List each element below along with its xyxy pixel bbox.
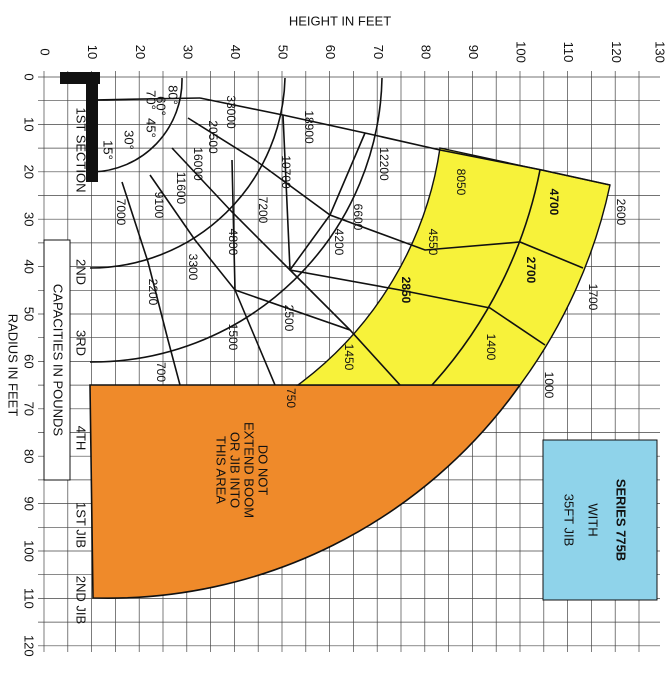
radius-tick-label: 80	[22, 449, 37, 463]
height-tick-label: 90	[466, 45, 481, 59]
curves	[89, 77, 611, 386]
capacity-label: 6600	[351, 204, 365, 231]
height-tick-label: 110	[561, 42, 576, 63]
section-label: 3RD	[74, 330, 89, 356]
height-tick-label: 10	[85, 45, 100, 59]
series-box	[542, 439, 658, 601]
radius-title: RADIUS IN FEET	[6, 314, 21, 417]
warning: THIS AREA	[214, 436, 229, 504]
capacity-label: 16000	[191, 147, 205, 181]
height-tick-label: 120	[609, 41, 624, 63]
height-tick-label: 100	[514, 41, 529, 63]
labels: 0 10 20 30 40 50 60 70 80 90 100 110 120 130 0 10 20 30 40…	[22, 41, 667, 657]
no-extend-area	[89, 384, 522, 600]
capacity-label: 18900	[302, 110, 316, 144]
capacity-label: 7000	[114, 199, 128, 226]
radius-tick-label: 20	[22, 165, 37, 179]
capacity-label: 2600	[614, 199, 628, 226]
capacity-label: 2700	[524, 257, 538, 284]
series-line: WITH	[586, 503, 601, 536]
section-label: 4TH	[74, 426, 89, 451]
capacity-label: 1000	[542, 372, 556, 399]
radius-tick-label: 60	[22, 354, 37, 368]
section-label: 2ND	[74, 259, 89, 285]
angle-label: 80°	[166, 85, 181, 105]
jib-area	[295, 147, 611, 386]
radius-tick-label: 30	[22, 212, 37, 226]
capacity-label: 2200	[146, 279, 160, 306]
capacity-label: 3300	[186, 254, 200, 281]
warning: DO NOT	[256, 445, 271, 496]
capacity-label: 4800	[226, 229, 240, 256]
warning: OR JIB INTO	[228, 432, 243, 508]
capacity-label: 2850	[399, 277, 413, 304]
capacity-label: 33000	[224, 95, 238, 129]
boom-section	[86, 78, 98, 182]
height-tick-label: 20	[133, 45, 148, 59]
caption-box	[43, 239, 71, 481]
radius-tick-label: 40	[22, 259, 37, 273]
capacity-label: 9100	[152, 192, 166, 219]
height-title: HEIGHT IN FEET	[289, 13, 391, 28]
capacity-label: 700	[154, 362, 168, 382]
section-label: 1ST JIB	[74, 502, 89, 548]
angle-label: 60°	[154, 96, 169, 116]
capacity-label: 4700	[547, 189, 561, 216]
capacity-label: 12200	[377, 147, 391, 181]
height-tick-label: 130	[652, 41, 667, 63]
series-line: 35FT JIB	[562, 494, 577, 547]
capacity-label: 4550	[426, 229, 440, 256]
height-tick-label: 80	[418, 45, 433, 59]
angle-label: 15°	[101, 140, 116, 160]
warning: EXTEND BOOM	[242, 422, 257, 518]
radius-tick-label: 100	[22, 540, 37, 562]
capacity-label: 1500	[226, 324, 240, 351]
radius-tick-label: 10	[22, 117, 37, 131]
angle-label: 70°	[144, 90, 159, 110]
capacity-label: 11600	[174, 172, 188, 205]
series-title: SERIES 775B	[614, 479, 629, 561]
height-tick-label: 0	[38, 48, 53, 55]
section-label: 1ST SECTION	[74, 107, 89, 192]
capacity-label: 4200	[332, 229, 346, 256]
caption: CAPACITIES IN POUNDS	[51, 284, 66, 437]
height-tick-label: 50	[276, 45, 291, 59]
capacity-label: 1400	[484, 334, 498, 361]
capacity-label: 20500	[206, 120, 220, 154]
radius-tick-label: 0	[22, 73, 37, 80]
capacity-label: 8050	[454, 169, 468, 196]
capacity-label: 1450	[342, 344, 356, 371]
capacity-label: 1700	[586, 284, 600, 311]
capacity-label: 7200	[256, 197, 270, 224]
height-tick-label: 40	[228, 45, 243, 59]
radius-tick-label: 120	[22, 635, 37, 657]
radius-tick-label: 70	[22, 402, 37, 416]
angle-label: 30°	[122, 130, 137, 150]
height-tick-label: 60	[323, 45, 338, 59]
capacity-label: 750	[284, 388, 298, 408]
height-tick-label: 30	[180, 45, 195, 59]
radius-tick-label: 110	[22, 588, 37, 609]
capacity-label: 10700	[279, 155, 293, 189]
height-tick-label: 70	[371, 45, 386, 59]
radius-tick-label: 90	[22, 496, 37, 510]
capacity-label: 2500	[282, 305, 296, 332]
section-label: 2ND JIB	[74, 576, 89, 624]
radius-tick-label: 50	[22, 307, 37, 321]
angle-label: 45°	[144, 118, 159, 138]
